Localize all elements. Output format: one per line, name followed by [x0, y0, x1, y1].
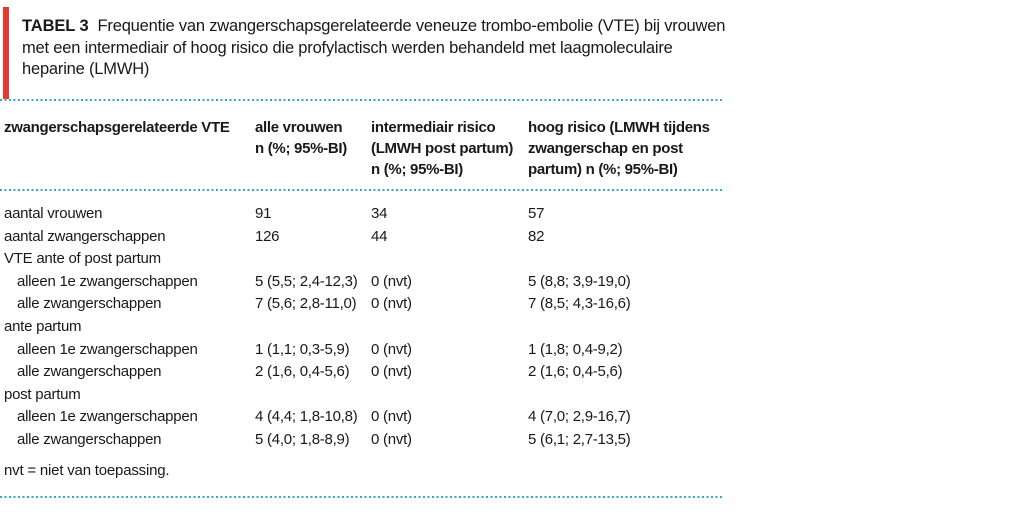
- row-label: aantal zwangerschappen: [4, 227, 166, 245]
- table-title: TABEL 3 Frequentie van zwangerschapsgerel…: [22, 16, 728, 81]
- cell-value: 57: [528, 205, 545, 222]
- cell-value: 7 (8,5; 4,3-16,6): [528, 295, 631, 313]
- cell-value: 82: [528, 227, 545, 245]
- table-row: aantal zwangerschappen 126 44 82: [4, 226, 722, 249]
- cell-value: 1 (1,1; 0,3-5,9): [255, 340, 350, 358]
- title-caption-line-1: Frequentie van zwangerschapsgerelateerde…: [97, 17, 726, 35]
- header-cell-vte: zwangerschapsgerelateerde VTE: [4, 119, 230, 136]
- table-row: alle zwangerschappen 7 (5,6; 2,8-11,0) 0…: [4, 293, 722, 316]
- title-caption-line-3: heparine (LMWH): [22, 60, 150, 78]
- cell-value: 0 (nvt): [371, 430, 412, 448]
- table-row: alleen 1e zwangerschappen 5 (5,5; 2,4-12…: [4, 271, 722, 294]
- row-label: alle zwangerschappen: [17, 363, 162, 381]
- cell-value: 1 (1,8; 0,4-9,2): [528, 340, 623, 358]
- table-section-row: VTE ante of post partum: [4, 248, 722, 271]
- table-row: alle zwangerschappen 5 (4,0; 1,8-8,9) 0 …: [4, 429, 722, 452]
- title-caption-line-2: met een intermediair of hoog risico die …: [22, 38, 673, 57]
- table-row: alleen 1e zwangerschappen 4 (4,4; 1,8-10…: [4, 406, 722, 429]
- divider-header: [0, 189, 722, 191]
- cell-value: 34: [371, 205, 388, 222]
- cell-value: 2 (1,6; 0,4-5,6): [528, 363, 623, 381]
- row-label: alleen 1e zwangerschappen: [17, 340, 198, 358]
- cell-value: 0 (nvt): [371, 408, 412, 426]
- table-footnote: nvt = niet van toepassing.: [4, 462, 170, 479]
- row-label: alle zwangerschappen: [17, 430, 162, 448]
- row-label: ante partum: [4, 317, 82, 335]
- cell-value: 5 (8,8; 3,9-19,0): [528, 272, 631, 290]
- cell-value: 2 (1,6, 0,4-5,6): [255, 363, 350, 381]
- table-row: alleen 1e zwangerschappen 1 (1,1; 0,3-5,…: [4, 339, 722, 362]
- cell-value: 5 (6,1; 2,7-13,5): [528, 430, 631, 448]
- cell-value: 0 (nvt): [371, 272, 412, 290]
- table-section-row: ante partum: [4, 316, 722, 339]
- cell-value: 5 (5,5; 2,4-12,3): [255, 272, 358, 290]
- title-line: TABEL 3 Frequentie van zwangerschapsgerel…: [22, 16, 728, 38]
- cell-value: 0 (nvt): [371, 363, 412, 381]
- cell-value: 91: [255, 205, 272, 222]
- row-label: post partum: [4, 385, 81, 403]
- row-label: alleen 1e zwangerschappen: [17, 272, 198, 290]
- row-label: VTE ante of post partum: [4, 250, 161, 268]
- cell-value: 7 (5,6; 2,8-11,0): [255, 295, 357, 313]
- row-label: aantal vrouwen: [4, 205, 103, 222]
- table-body: aantal vrouwen 91 34 57 aantal zwangersc…: [4, 203, 722, 452]
- cell-value: 44: [371, 227, 388, 245]
- cell-value: 0 (nvt): [371, 295, 412, 313]
- table-row: alle zwangerschappen 2 (1,6, 0,4-5,6) 0 …: [4, 361, 722, 384]
- table-header-row: zwangerschapsgerelateerde VTE alle vrouw…: [4, 117, 722, 180]
- header-cell-intermediair-risico: intermediair risico (LMWH post partum) n…: [371, 119, 514, 178]
- cell-value: 126: [255, 227, 280, 245]
- cell-value: 5 (4,0; 1,8-8,9): [255, 430, 350, 448]
- table-number-label: TABEL 3: [22, 17, 89, 35]
- header-cell-alle-vrouwen: alle vrouwen n (%; 95%-BI): [255, 119, 347, 157]
- row-label: alle zwangerschappen: [17, 295, 162, 313]
- table-section-row: post partum: [4, 384, 722, 407]
- divider-bottom: [0, 496, 722, 498]
- row-label: alleen 1e zwangerschappen: [17, 408, 198, 426]
- divider-top: [0, 99, 722, 101]
- red-accent-bar: [3, 7, 9, 99]
- cell-value: 4 (7,0; 2,9-16,7): [528, 408, 631, 426]
- table-row: aantal vrouwen 91 34 57: [4, 203, 722, 226]
- header-cell-hoog-risico: hoog risico (LMWH tijdens zwangerschap e…: [528, 119, 710, 178]
- cell-value: 0 (nvt): [371, 340, 412, 358]
- cell-value: 4 (4,4; 1,8-10,8): [255, 408, 358, 426]
